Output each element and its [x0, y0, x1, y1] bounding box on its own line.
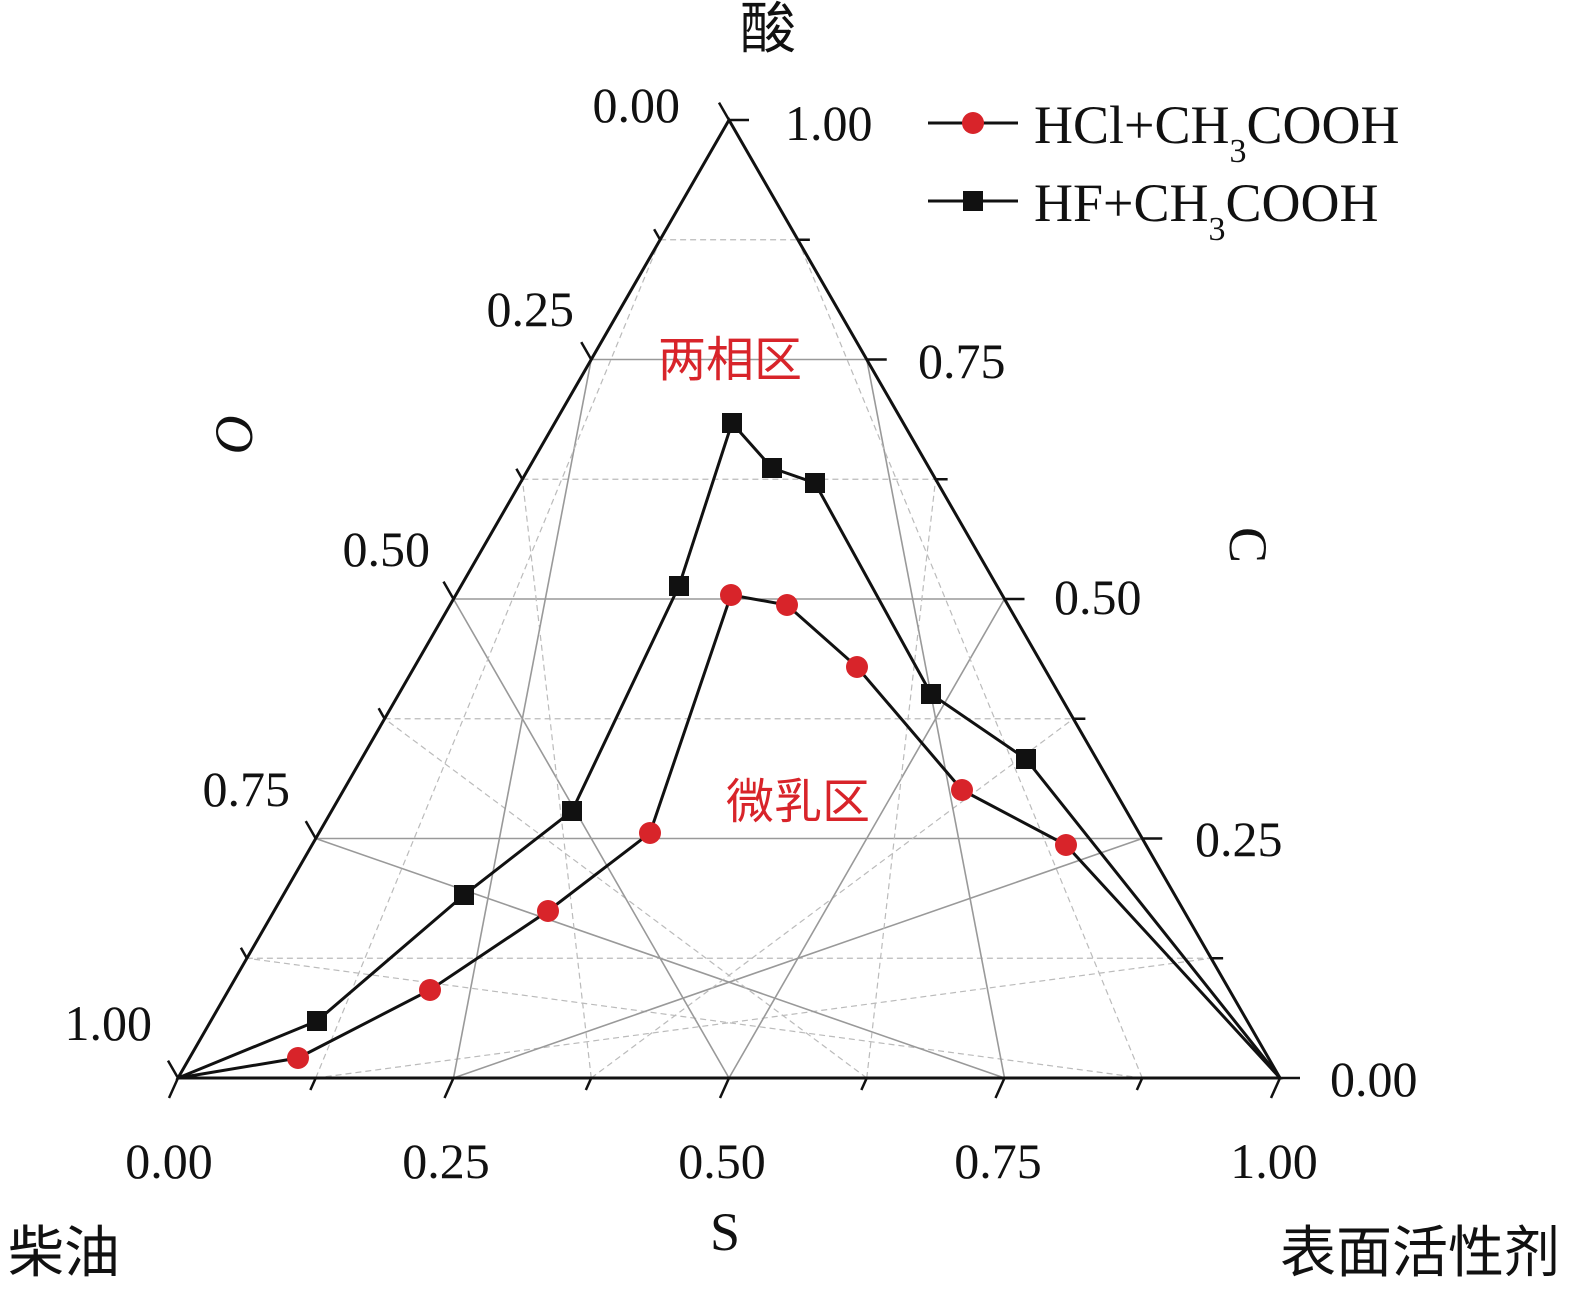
left-tick [166, 1059, 180, 1079]
bottom-tick [167, 1077, 180, 1099]
bottom-tick [584, 1077, 593, 1091]
region-label-microemulsion: 微乳区 [726, 776, 870, 829]
data-point [537, 900, 559, 922]
data-point [1055, 834, 1077, 856]
vertex-label-bottom-right: 表面活性剂 [1280, 1223, 1560, 1285]
axis-title-right: C [1218, 527, 1278, 563]
bottom-tick [860, 1077, 868, 1091]
axis-title-bottom: S [710, 1202, 740, 1262]
bottom-tick [1135, 1077, 1144, 1091]
legend-label-hf: HF+CH3COOH [1034, 173, 1379, 248]
data-point [454, 885, 474, 905]
data-point [846, 656, 868, 678]
bottom-tick-label: 0.75 [954, 1133, 1042, 1189]
series-HCl+CH3COOH [177, 584, 1282, 1080]
vertex-label-top: 酸 [740, 0, 796, 61]
right-tick-label: 1.00 [785, 95, 873, 151]
left-tick [717, 101, 731, 121]
series-group [177, 413, 1282, 1080]
legend-marker-hf [963, 191, 983, 211]
data-point [776, 594, 798, 616]
grid-line [866, 479, 937, 1079]
series-line [177, 593, 1282, 1080]
grid-line [315, 239, 661, 1079]
left-tick [515, 468, 524, 480]
data-point [287, 1047, 309, 1069]
left-tick [304, 820, 317, 840]
tick-marks [166, 101, 1300, 1099]
left-tick [653, 228, 662, 241]
right-tick-label: 0.75 [918, 333, 1006, 389]
legend-label-hcl: HCl+CH3COOH [1034, 95, 1400, 170]
series-HF+CH3COOH [177, 413, 1282, 1080]
left-tick-label: 1.00 [65, 995, 153, 1051]
legend-marker-hcl [962, 112, 984, 134]
grid-line [452, 598, 730, 1079]
region-label-two-phase: 两相区 [658, 334, 802, 387]
bottom-tick [443, 1077, 455, 1099]
bottom-tick-label: 0.50 [678, 1133, 766, 1189]
data-point [762, 458, 782, 478]
vertex-label-bottom-left: 柴油 [8, 1223, 120, 1285]
left-tick-label: 0.00 [593, 77, 681, 133]
legend: HCl+CH3COOH HF+CH3COOH [928, 95, 1400, 248]
left-tick [580, 341, 593, 361]
left-tick [239, 947, 248, 959]
left-tick [442, 580, 455, 600]
data-point [1016, 749, 1036, 769]
data-point [805, 473, 825, 493]
grid-line [521, 479, 592, 1079]
bottom-tick [718, 1077, 731, 1099]
left-tick-label: 0.75 [203, 761, 291, 817]
bottom-tick-label: 0.25 [402, 1133, 490, 1189]
data-point [419, 979, 441, 1001]
left-tick [377, 707, 386, 720]
bottom-tick [1269, 1077, 1282, 1099]
bottom-tick-label: 0.00 [125, 1133, 213, 1189]
data-point [720, 584, 742, 606]
axis-title-left: O [204, 416, 264, 455]
data-point [722, 413, 742, 433]
data-point [669, 576, 689, 596]
right-tick-label: 0.50 [1054, 569, 1142, 625]
left-tick-label: 0.25 [487, 281, 575, 337]
data-point [951, 779, 973, 801]
grid-line [797, 239, 1143, 1079]
bottom-tick-label: 1.00 [1230, 1133, 1318, 1189]
grid-line [865, 359, 1006, 1079]
right-tick-label: 0.25 [1195, 811, 1283, 867]
data-point [921, 684, 941, 704]
bottom-tick [994, 1077, 1006, 1099]
grid-line [728, 598, 1006, 1079]
data-point [562, 801, 582, 821]
data-point [307, 1011, 327, 1031]
bottom-tick [309, 1077, 317, 1091]
data-point [639, 822, 661, 844]
left-tick-label: 0.50 [343, 521, 431, 577]
right-tick-label: 0.00 [1330, 1051, 1418, 1107]
